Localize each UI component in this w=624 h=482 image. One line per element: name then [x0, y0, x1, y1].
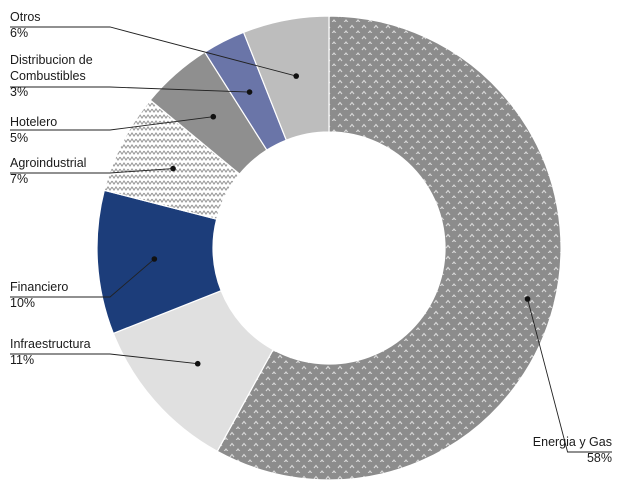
slice-value-financiero: 10%	[10, 296, 35, 310]
slice-label-financiero: Financiero	[10, 280, 68, 294]
leader-dot-distribucion-de-combustibles	[246, 89, 253, 95]
leader-line-hotelero	[10, 116, 214, 131]
leader-dot-financiero	[151, 256, 158, 262]
leader-line-infraestructura	[10, 353, 198, 365]
leader-dot-hotelero	[210, 113, 217, 120]
leader-line-agroindustrial	[10, 168, 174, 174]
leader-dot-agroindustrial	[170, 165, 176, 172]
slice-otros	[242, 15, 330, 141]
slice-energia-y-gas	[216, 15, 562, 481]
slice-labels: Energia y Gas 58% Infraestructura 11% Financ…	[10, 10, 612, 465]
slice-label-line2-distribucion-de-combustibles: Combustibles	[10, 69, 86, 83]
slice-label-distribucion-de-combustibles: Distribucion de	[10, 53, 93, 67]
slice-label-infraestructura: Infraestructura	[10, 337, 91, 351]
slice-value-distribucion-de-combustibles: 3%	[10, 85, 28, 99]
leader-line-energia-y-gas	[527, 298, 612, 453]
slice-label-agroindustrial: Agroindustrial	[10, 156, 86, 170]
slice-value-agroindustrial: 7%	[10, 172, 28, 186]
slice-label-otros: Otros	[10, 10, 41, 24]
slice-value-energia-y-gas: 58%	[587, 451, 612, 465]
leader-line-otros	[10, 26, 297, 77]
leader-dot-infraestructura	[194, 360, 201, 367]
leader-dot-otros	[293, 73, 300, 79]
slices	[96, 15, 562, 481]
leader-line-financiero	[10, 258, 155, 298]
leader-dot-energia-y-gas	[524, 296, 531, 302]
slice-label-hotelero: Hotelero	[10, 115, 57, 129]
slice-value-hotelero: 5%	[10, 131, 28, 145]
slice-value-otros: 6%	[10, 26, 28, 40]
leader-line-distribucion-de-combustibles	[10, 86, 250, 93]
slice-label-energia-y-gas: Energia y Gas	[533, 435, 612, 449]
slice-value-infraestructura: 11%	[10, 353, 34, 367]
